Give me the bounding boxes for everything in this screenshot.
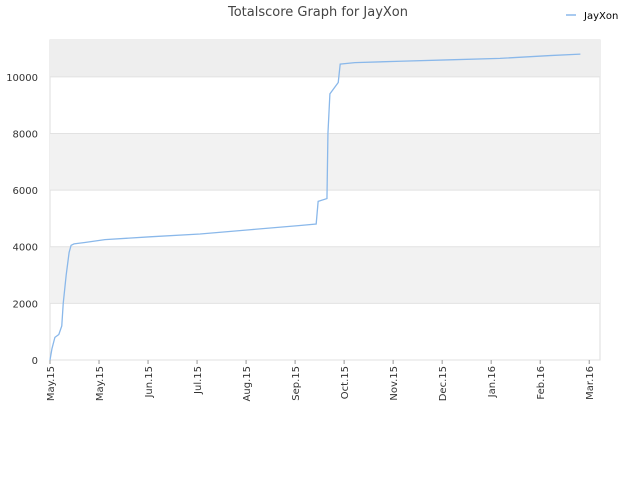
plot-area	[49, 39, 601, 361]
series-line	[49, 53, 581, 361]
x-tick-label: Aug.15	[242, 366, 253, 401]
y-tick-label: 10000	[6, 73, 38, 84]
x-tick-label: Jul.15	[193, 366, 204, 395]
x-tick-label: Jun.15	[144, 366, 155, 399]
legend-label: JayXon	[583, 11, 618, 22]
y-tick-label: 2000	[13, 299, 38, 310]
x-tick-label: Feb.16	[536, 366, 547, 400]
grid-band	[50, 246, 600, 304]
y-tick-label: 6000	[13, 186, 38, 197]
chart-title: Totalscore Graph for JayXon	[227, 5, 408, 20]
x-tick-label: Sep.15	[291, 366, 302, 401]
x-tick-label: May.15	[95, 366, 106, 401]
x-tick-label: Jan.16	[487, 366, 498, 398]
y-tick-label: 4000	[13, 243, 38, 254]
x-tick-label: Mar.16	[585, 366, 596, 400]
y-tick-label: 8000	[13, 129, 38, 140]
grid-band	[50, 133, 600, 191]
grid-band	[50, 40, 600, 77]
x-tick-label: Oct.15	[340, 366, 351, 399]
x-tick-label: Nov.15	[389, 366, 400, 401]
y-tick-label: 0	[32, 356, 38, 367]
x-tick-label: May.15	[46, 366, 57, 401]
x-tick-label: Dec.15	[438, 366, 449, 401]
